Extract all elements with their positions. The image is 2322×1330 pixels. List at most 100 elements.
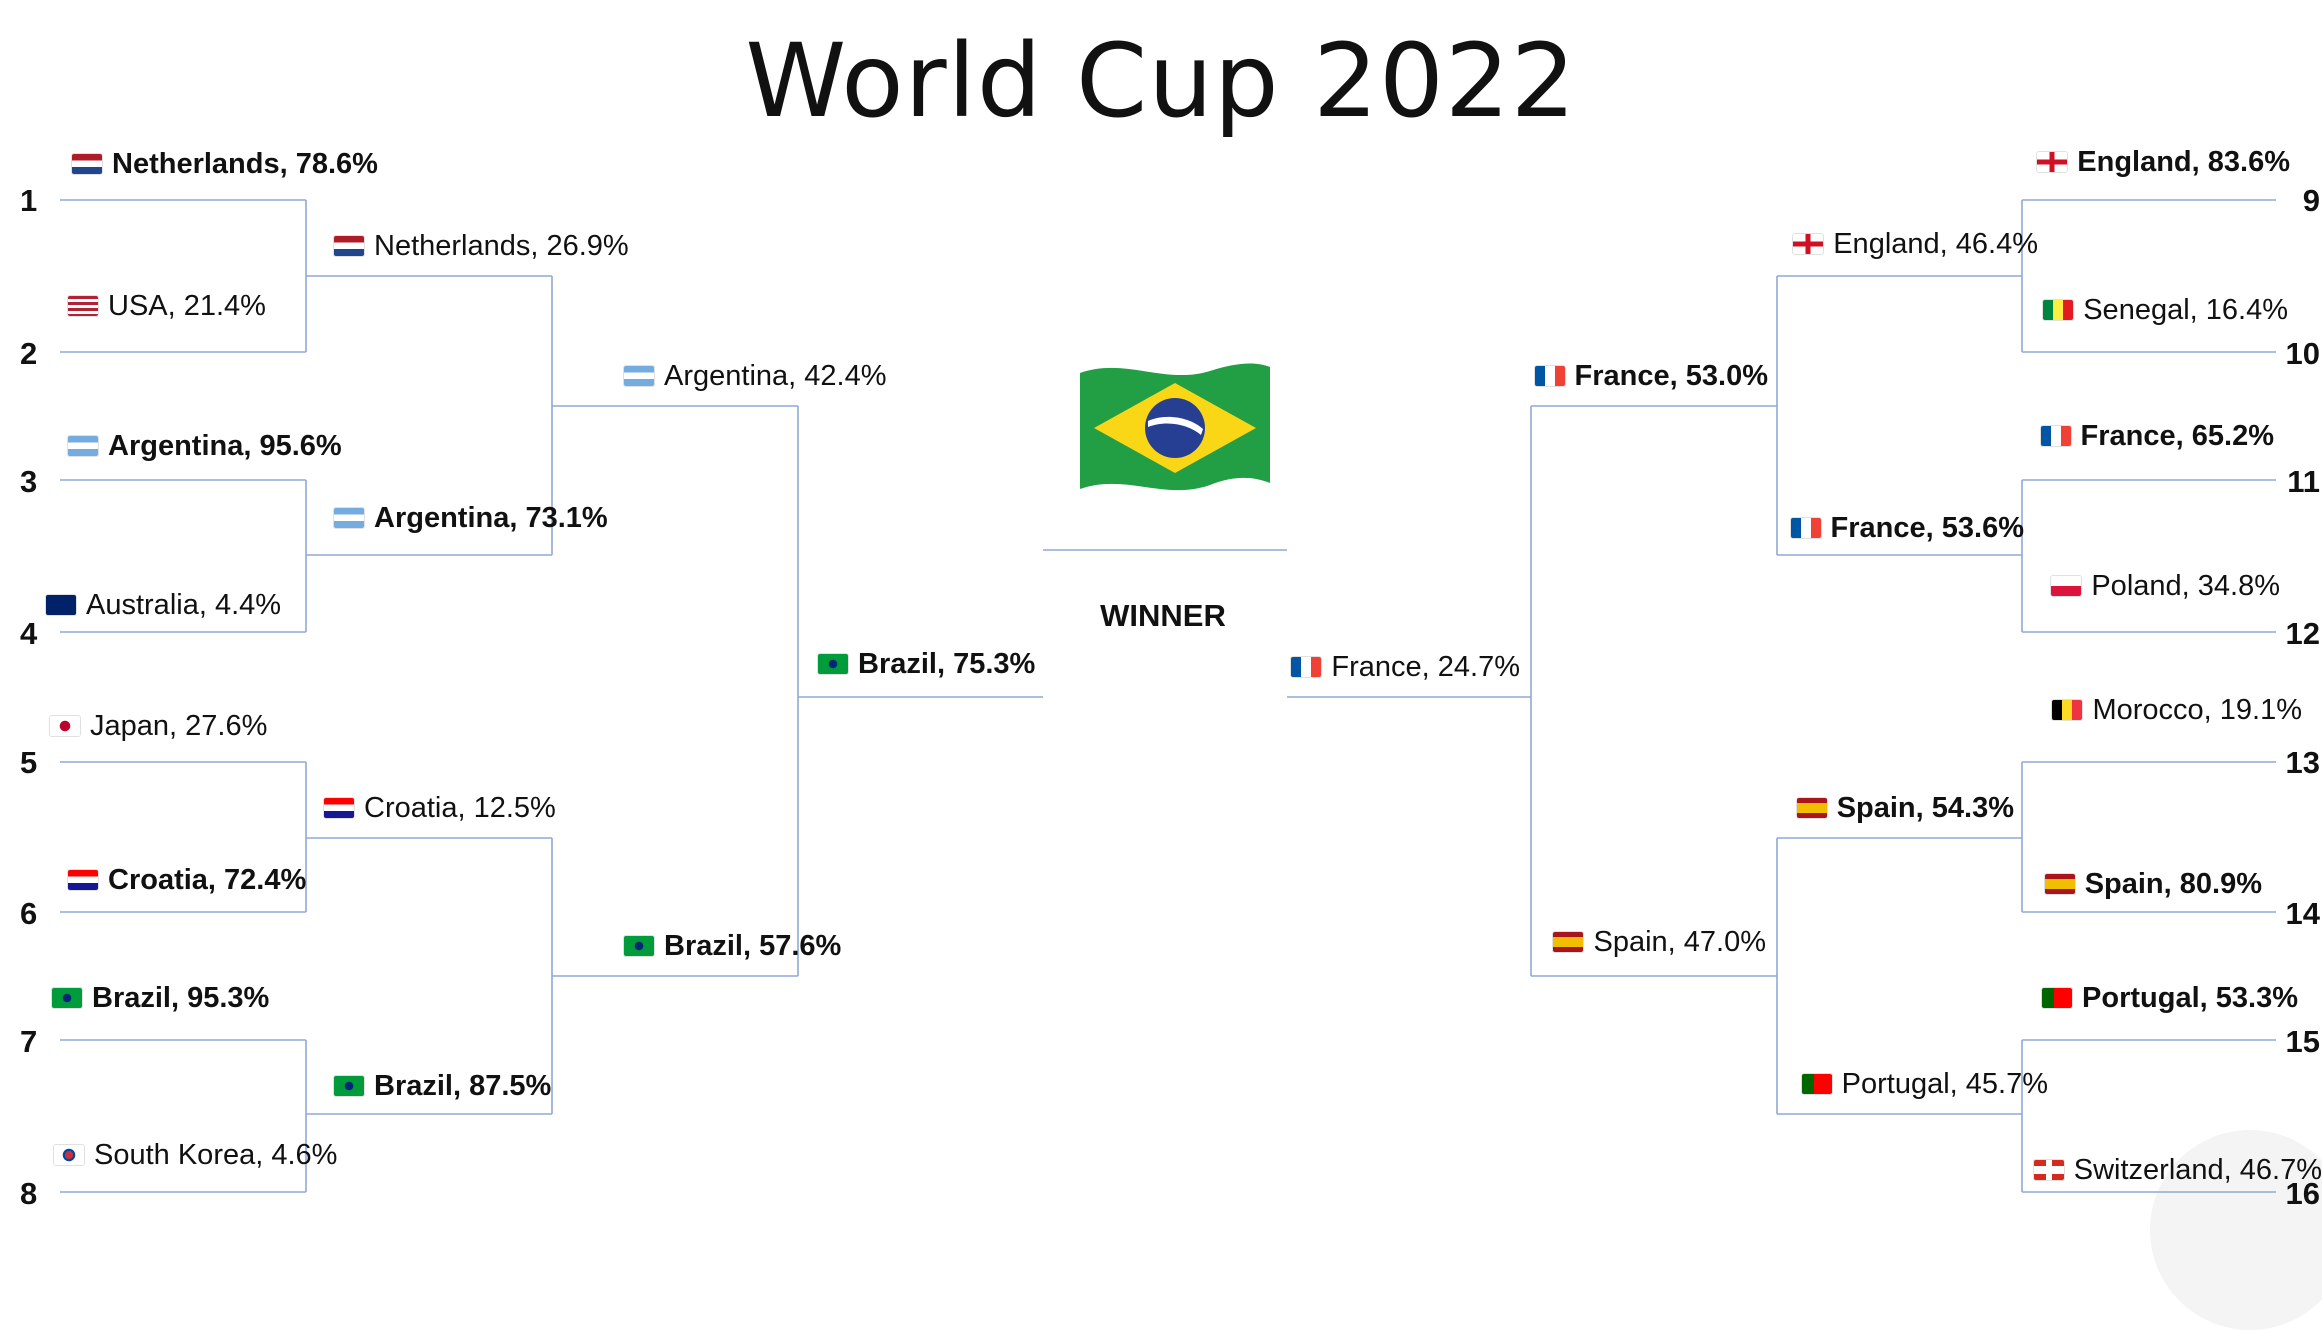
flag-argentina-icon (624, 366, 654, 386)
team-entry: Brazil, 75.3% (818, 646, 1035, 682)
flag-portugal-icon (2042, 988, 2073, 1008)
team-label: Brazil, 95.3% (92, 982, 270, 1014)
team-entry: Netherlands, 26.9% (334, 228, 629, 264)
team-entry: Morocco, 19.1% (2052, 692, 2302, 728)
seed-number: 4 (20, 616, 38, 651)
team-label: Netherlands, 26.9% (374, 230, 629, 262)
flag-spain-icon (1796, 798, 1827, 818)
flag-argentina-icon (334, 508, 364, 528)
team-entry: Spain, 80.9% (2044, 866, 2262, 902)
team-entry: France, 53.6% (1790, 510, 2024, 546)
team-entry: USA, 21.4% (68, 288, 266, 324)
team-entry: Argentina, 42.4% (624, 358, 886, 394)
seed-number: 11 (2287, 464, 2320, 499)
team-entry: Portugal, 45.7% (1801, 1066, 2048, 1102)
flag-croatia-icon (324, 798, 354, 818)
flag-portugal-icon (1801, 1074, 1832, 1094)
flag-england-icon (2037, 152, 2068, 172)
team-label: Brazil, 75.3% (858, 648, 1036, 680)
team-entry: France, 24.7% (1291, 649, 1520, 685)
team-label: Netherlands, 78.6% (112, 148, 378, 180)
seed-number: 15 (2285, 1024, 2320, 1059)
flag-morocco-icon (2052, 700, 2083, 720)
team-label: France, 53.6% (1830, 512, 2024, 544)
team-label: Argentina, 42.4% (664, 360, 887, 392)
team-entry: South Korea, 4.6% (54, 1137, 337, 1173)
flag-spain-icon (2044, 874, 2075, 894)
flag-england-icon (1793, 234, 1824, 254)
seed-number: 6 (20, 896, 38, 931)
team-label: Brazil, 87.5% (374, 1070, 552, 1102)
seed-number: 13 (2285, 745, 2320, 780)
team-entry: Portugal, 53.3% (2042, 980, 2298, 1016)
flag-brazil-icon (818, 654, 848, 674)
team-label: Croatia, 12.5% (364, 792, 556, 824)
team-label: Brazil, 57.6% (664, 930, 842, 962)
team-entry: Senegal, 16.4% (2043, 292, 2288, 328)
team-entry: Australia, 4.4% (46, 587, 281, 623)
seed-number: 8 (20, 1176, 38, 1211)
winner-brazil-flag-icon (1080, 363, 1270, 491)
team-label: Japan, 27.6% (90, 710, 268, 742)
seed-number: 7 (20, 1024, 38, 1059)
winner-label: WINNER (1100, 598, 1226, 633)
seed-number: 9 (2302, 183, 2320, 218)
flag-switzerland-icon (2033, 1160, 2064, 1180)
seed-number: 1 (20, 183, 38, 218)
seed-number: 10 (2285, 336, 2320, 371)
team-label: Portugal, 53.3% (2082, 982, 2298, 1014)
team-label: Argentina, 73.1% (374, 502, 608, 534)
flag-usa-icon (68, 296, 98, 316)
team-label: Spain, 47.0% (1593, 926, 1766, 958)
seed-number: 16 (2285, 1176, 2320, 1211)
flag-netherlands-icon (334, 236, 364, 256)
team-label: France, 65.2% (2080, 420, 2274, 452)
team-entry: Croatia, 72.4% (68, 862, 306, 898)
team-entry: Brazil, 87.5% (334, 1068, 551, 1104)
flag-argentina-icon (68, 436, 98, 456)
flag-croatia-icon (68, 870, 98, 890)
seed-number: 3 (20, 464, 38, 499)
seed-number: 2 (20, 336, 38, 371)
team-label: Croatia, 72.4% (108, 864, 307, 896)
team-entry: Spain, 47.0% (1553, 924, 1766, 960)
team-entry: Brazil, 95.3% (52, 980, 269, 1016)
flag-france-icon (1291, 657, 1322, 677)
flag-brazil-icon (624, 936, 654, 956)
team-label: Spain, 80.9% (2084, 868, 2262, 900)
team-entry: Argentina, 73.1% (334, 500, 608, 536)
page-title: World Cup 2022 (745, 22, 1577, 141)
team-label: France, 53.0% (1574, 360, 1768, 392)
team-label: Australia, 4.4% (86, 589, 282, 621)
team-entry: France, 53.0% (1534, 358, 1768, 394)
team-label: Morocco, 19.1% (2092, 694, 2302, 726)
team-entry: Poland, 34.8% (2051, 568, 2280, 604)
team-label: Senegal, 16.4% (2083, 294, 2288, 326)
team-label: Argentina, 95.6% (108, 430, 342, 462)
seed-number: 14 (2285, 896, 2320, 931)
team-entry: England, 46.4% (1793, 226, 2038, 262)
team-entry: France, 65.2% (2040, 418, 2274, 454)
team-label: England, 46.4% (1833, 228, 2038, 260)
team-label: England, 83.6% (2077, 146, 2290, 178)
flag-australia-icon (46, 595, 76, 615)
team-entry: Brazil, 57.6% (624, 928, 841, 964)
team-entry: Switzerland, 46.7% (2033, 1152, 2322, 1188)
corner-decoration (2150, 1130, 2322, 1330)
seed-number: 5 (20, 745, 38, 780)
team-entry: Argentina, 95.6% (68, 428, 342, 464)
team-label: France, 24.7% (1331, 651, 1520, 683)
team-label: Spain, 54.3% (1836, 792, 2014, 824)
team-entry: Croatia, 12.5% (324, 790, 556, 826)
team-label: Portugal, 45.7% (1841, 1068, 2048, 1100)
flag-brazil-icon (52, 988, 82, 1008)
team-entry: England, 83.6% (2037, 144, 2290, 180)
team-label: USA, 21.4% (108, 290, 266, 322)
team-label: Switzerland, 46.7% (2073, 1154, 2322, 1186)
flag-brazil-icon (334, 1076, 364, 1096)
flag-south-korea-icon (54, 1145, 84, 1165)
flag-france-icon (1790, 518, 1821, 538)
team-entry: Spain, 54.3% (1796, 790, 2014, 826)
